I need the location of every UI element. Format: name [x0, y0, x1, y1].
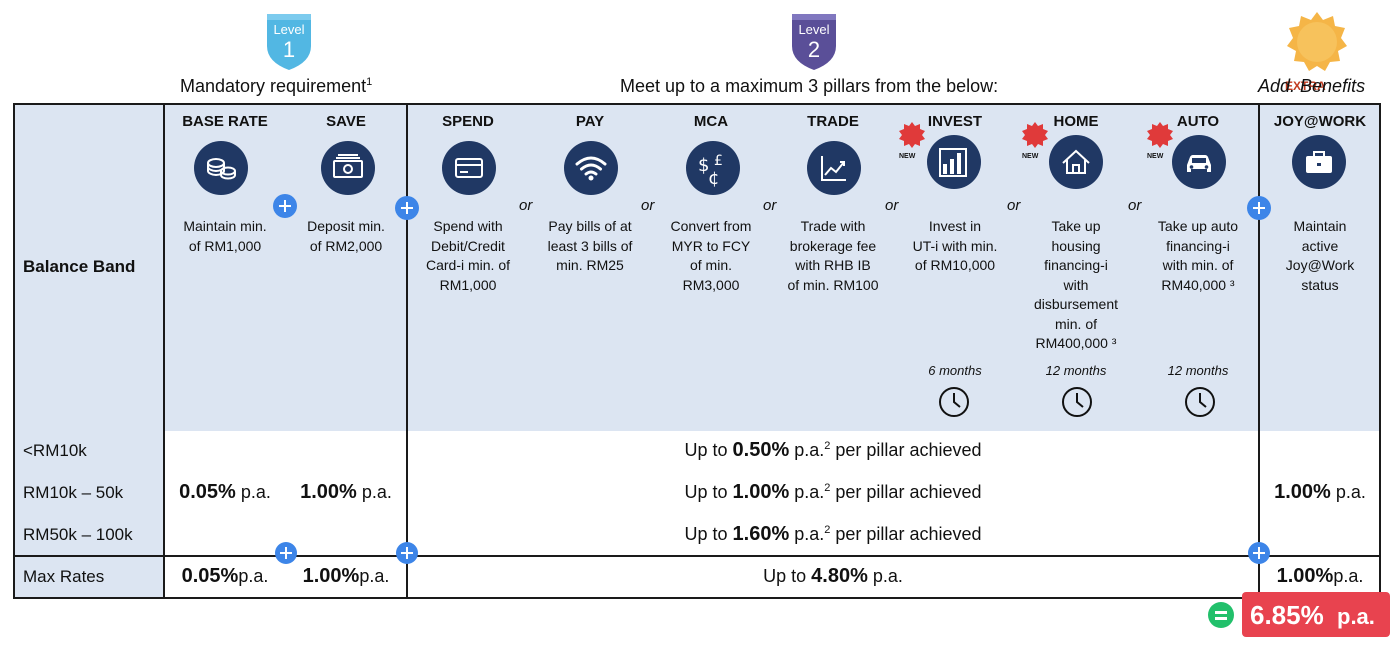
auto-desc: Take up auto financing-i with min. of RM40,…	[1157, 218, 1239, 293]
svg-text:$: $	[698, 155, 709, 176]
pillar-rate-band-2: Up to 1.00% p.a.2 per pillar achieved	[684, 481, 982, 503]
max-joy-rate: 1.00%p.a.	[1276, 565, 1364, 587]
bar-chart-icon	[927, 135, 981, 189]
col-joy-title: JOY@WORK	[1273, 113, 1367, 130]
clock-icon	[939, 387, 969, 417]
table-top-border	[13, 103, 1380, 105]
level-1-badge: Level 1	[263, 10, 315, 70]
col-base-rate-title: BASE RATE	[182, 113, 268, 130]
base-rate-band-value: 0.05% p.a.	[179, 481, 271, 503]
plus-icon	[395, 196, 419, 220]
level-1-caption: Mandatory requirement1	[180, 76, 373, 96]
col-spend-title: SPEND	[442, 113, 494, 130]
plus-icon	[275, 542, 297, 564]
currency-icon: $ £ ¢	[686, 141, 740, 195]
max-save-rate: 1.00%p.a.	[302, 565, 390, 587]
invest-tenure: 6 months	[928, 363, 982, 378]
max-row-top-border	[13, 555, 1380, 557]
col-trade-title: TRADE	[807, 113, 859, 130]
max-rates-label: Max Rates	[23, 567, 105, 586]
extra-left-border	[1258, 103, 1260, 599]
col-invest-title: INVEST	[927, 113, 983, 130]
invest-desc: Invest in UT-i with min. of RM10,000	[912, 218, 998, 273]
save-band-value: 1.00% p.a.	[300, 481, 392, 503]
col-save-title: SAVE	[326, 113, 366, 130]
svg-text:¢: ¢	[708, 168, 719, 189]
max-pillar-rate: Up to 4.80% p.a.	[763, 565, 903, 587]
max-base-rate: 0.05%p.a.	[181, 565, 269, 587]
card-icon	[442, 141, 496, 195]
table-bottom-border	[13, 597, 1380, 599]
band-label-2: RM10k – 50k	[23, 483, 124, 502]
or-separator: or	[641, 197, 655, 214]
col-home-title: HOME	[1053, 113, 1099, 130]
row-header-panel	[14, 104, 164, 598]
plus-icon	[396, 542, 418, 564]
pay-desc: Pay bills of at least 3 bills of min. RM25	[547, 218, 633, 273]
or-separator: or	[1128, 197, 1142, 214]
home-new-badge: NEW	[1022, 122, 1048, 160]
auto-new-badge: NEW	[1147, 122, 1173, 160]
or-separator: or	[519, 197, 533, 214]
table-left-border	[13, 103, 15, 599]
extra-caption: Add. Benefits	[1258, 76, 1366, 96]
level-2-left-border	[406, 103, 408, 599]
plus-icon	[273, 194, 297, 218]
car-icon	[1172, 135, 1226, 189]
col-auto-title: AUTO	[1176, 113, 1220, 130]
briefcase-icon	[1292, 135, 1346, 189]
or-separator: or	[1007, 197, 1021, 214]
balance-band-header: Balance Band	[23, 257, 136, 276]
band-label-1: <RM10k	[23, 441, 87, 460]
joy-band-value: 1.00% p.a.	[1274, 481, 1366, 503]
equals-icon	[1208, 602, 1234, 628]
plus-icon	[1247, 196, 1271, 220]
base-rate-desc: Maintain min. of RM1,000	[183, 218, 267, 254]
or-separator: or	[763, 197, 777, 214]
band-label-3: RM50k – 100k	[23, 525, 133, 544]
home-desc: Take up housing financing-i with disbursemen…	[1033, 218, 1119, 351]
pillar-rate-band-3: Up to 1.60% p.a.2 per pillar achieved	[684, 523, 982, 545]
save-desc: Deposit min. of RM2,000	[307, 218, 385, 254]
total-rate-badge: 6.85% p.a.	[1242, 592, 1390, 637]
or-separator: or	[885, 197, 899, 214]
wifi-icon	[564, 141, 618, 195]
level-2-badge: Level 2	[788, 10, 840, 70]
clock-icon	[1185, 387, 1215, 417]
house-icon	[1049, 135, 1103, 189]
extra-badge: EXTRA	[1285, 10, 1349, 93]
spend-desc: Spend with Debit/Credit Card-i min. of RM1,…	[425, 218, 511, 293]
mca-desc: Convert from MYR to FCY of min. RM3,000	[670, 218, 752, 293]
col-pay-title: PAY	[575, 113, 605, 130]
invest-new-badge: NEW	[899, 122, 925, 160]
cash-icon	[321, 141, 375, 195]
chart-icon	[807, 141, 861, 195]
plus-icon	[1248, 542, 1270, 564]
coins-icon	[194, 141, 248, 195]
auto-tenure: 12 months	[1167, 363, 1229, 378]
clock-icon	[1062, 387, 1092, 417]
level-1-left-border	[163, 103, 165, 599]
col-mca-title: MCA	[693, 113, 729, 130]
svg-text:£: £	[714, 153, 723, 169]
pillar-rate-band-1: Up to 0.50% p.a.2 per pillar achieved	[684, 439, 982, 461]
table-right-border	[1379, 103, 1381, 599]
home-tenure: 12 months	[1045, 363, 1107, 378]
trade-desc: Trade with brokerage fee with RHB IB of min…	[787, 218, 879, 293]
level-2-caption: Meet up to a maximum 3 pillars from the …	[620, 76, 999, 96]
joy-desc: Maintain active Joy@Work status	[1285, 218, 1355, 293]
